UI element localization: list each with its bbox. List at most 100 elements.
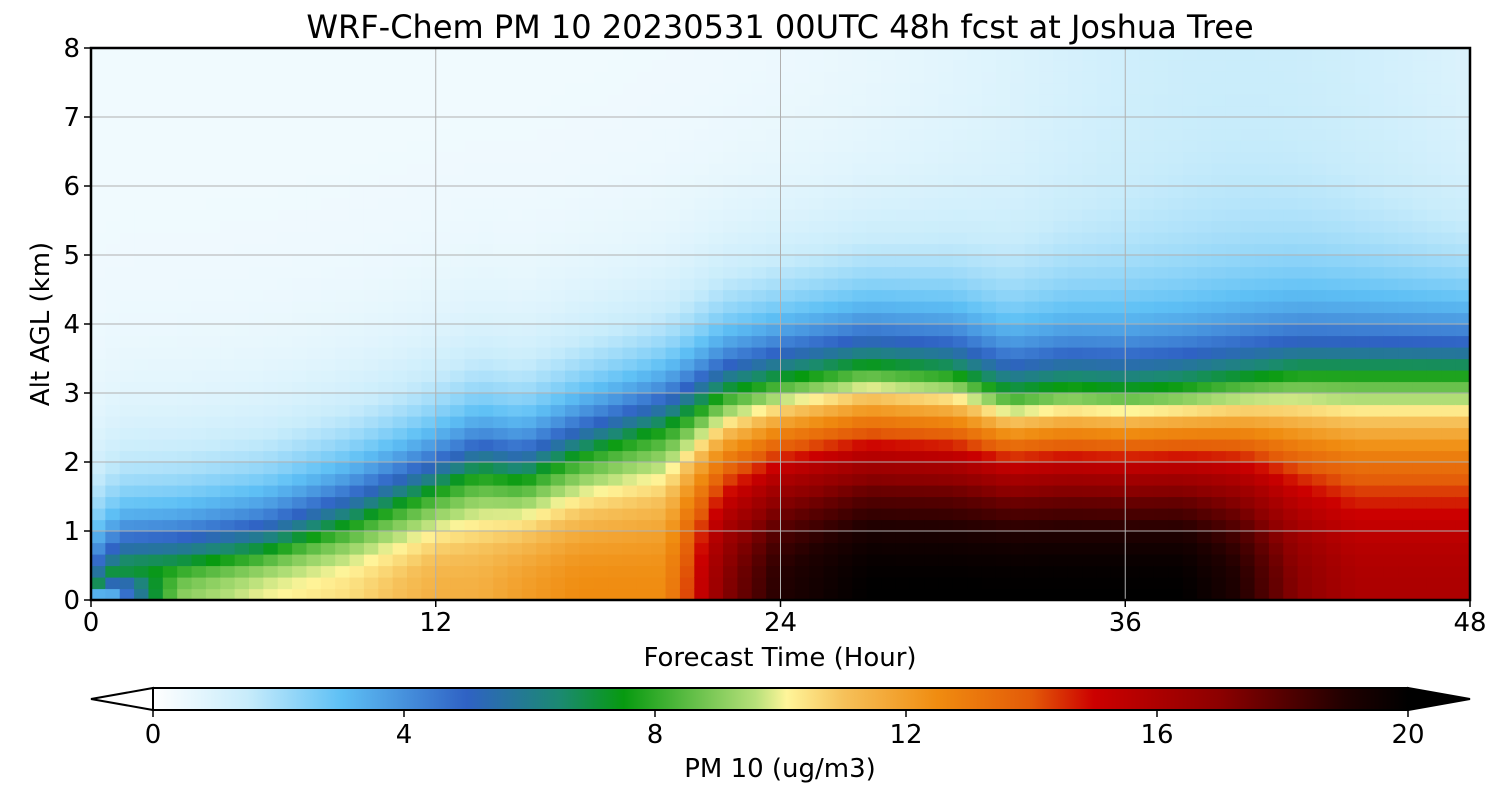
field-cell bbox=[952, 335, 968, 348]
field-cell bbox=[895, 209, 911, 222]
field-cell bbox=[766, 140, 782, 153]
field-cell bbox=[493, 163, 509, 176]
field-cell bbox=[665, 266, 681, 279]
field-cell bbox=[909, 450, 925, 463]
field-cell bbox=[1455, 289, 1470, 302]
field-cell bbox=[234, 427, 250, 440]
field-cell bbox=[1039, 450, 1055, 463]
field-cell bbox=[823, 243, 839, 256]
field-cell bbox=[1283, 163, 1299, 176]
field-cell bbox=[378, 105, 394, 118]
field-cell bbox=[837, 151, 853, 164]
field-cell bbox=[292, 140, 308, 153]
field-cell bbox=[478, 450, 494, 463]
field-cell bbox=[363, 266, 379, 279]
field-cell bbox=[162, 82, 178, 95]
field-cell bbox=[91, 485, 106, 498]
field-cell bbox=[550, 416, 566, 429]
field-cell bbox=[780, 220, 796, 233]
field-cell bbox=[134, 174, 150, 187]
field-cell bbox=[1197, 439, 1213, 452]
field-cell bbox=[1139, 496, 1155, 509]
field-cell bbox=[1311, 462, 1327, 475]
field-cell bbox=[1211, 232, 1227, 245]
field-cell bbox=[263, 163, 279, 176]
field-cell bbox=[895, 531, 911, 544]
field-cell bbox=[134, 496, 150, 509]
field-cell bbox=[1139, 117, 1155, 130]
field-cell bbox=[1240, 151, 1256, 164]
field-cell bbox=[967, 174, 983, 187]
field-cell bbox=[521, 531, 537, 544]
field-cell bbox=[162, 94, 178, 107]
field-cell bbox=[924, 416, 940, 429]
field-cell bbox=[1340, 174, 1356, 187]
field-cell bbox=[1412, 393, 1428, 406]
field-cell bbox=[924, 174, 940, 187]
field-cell bbox=[1024, 71, 1040, 84]
field-cell bbox=[766, 519, 782, 532]
field-cell bbox=[579, 508, 595, 521]
field-cell bbox=[952, 232, 968, 245]
field-cell bbox=[277, 485, 293, 498]
field-cell bbox=[177, 554, 193, 567]
field-cell bbox=[392, 301, 408, 314]
field-cell bbox=[536, 105, 552, 118]
field-cell bbox=[421, 59, 437, 72]
field-cell bbox=[1283, 140, 1299, 153]
field-cell bbox=[407, 209, 422, 222]
field-cell bbox=[1369, 450, 1385, 463]
field-cell bbox=[679, 117, 695, 130]
field-cell bbox=[565, 301, 580, 314]
field-cell bbox=[866, 140, 882, 153]
field-cell bbox=[1168, 140, 1184, 153]
field-cell bbox=[263, 393, 279, 406]
field-cell bbox=[292, 485, 308, 498]
field-cell bbox=[292, 71, 308, 84]
field-cell bbox=[162, 48, 178, 61]
field-cell bbox=[579, 542, 595, 555]
field-cell bbox=[478, 82, 494, 95]
field-cell bbox=[177, 347, 193, 360]
field-cell bbox=[665, 59, 681, 72]
field-cell bbox=[1039, 163, 1055, 176]
field-cell bbox=[1340, 59, 1356, 72]
field-cell bbox=[823, 128, 839, 141]
field-cell bbox=[737, 82, 753, 95]
field-cell bbox=[450, 381, 466, 394]
field-cell bbox=[119, 117, 135, 130]
field-cell bbox=[909, 404, 925, 417]
field-cell bbox=[234, 82, 250, 95]
field-cell bbox=[421, 462, 437, 475]
field-cell bbox=[593, 381, 609, 394]
field-cell bbox=[320, 312, 336, 325]
field-cell bbox=[995, 335, 1011, 348]
field-cell bbox=[981, 266, 997, 279]
field-cell bbox=[1412, 209, 1428, 222]
field-cell bbox=[1182, 140, 1198, 153]
field-cell bbox=[1355, 427, 1371, 440]
field-cell bbox=[651, 209, 667, 222]
field-cell bbox=[478, 71, 494, 84]
field-cell bbox=[1197, 393, 1213, 406]
field-cell bbox=[320, 577, 336, 590]
field-cell bbox=[1153, 588, 1169, 600]
field-cell bbox=[435, 427, 451, 440]
field-cell bbox=[665, 404, 681, 417]
field-cell bbox=[651, 71, 667, 84]
field-cell bbox=[794, 82, 810, 95]
field-cell bbox=[91, 174, 106, 187]
field-cell bbox=[191, 565, 207, 578]
field-cell bbox=[1211, 473, 1227, 486]
field-cell bbox=[665, 232, 681, 245]
y-tick-label: 0 bbox=[63, 586, 80, 616]
field-cell bbox=[924, 531, 940, 544]
field-cell bbox=[981, 59, 997, 72]
field-cell bbox=[191, 335, 207, 348]
field-cell bbox=[148, 48, 164, 61]
field-cell bbox=[1024, 439, 1040, 452]
field-cell bbox=[1010, 531, 1026, 544]
field-cell bbox=[967, 324, 983, 337]
field-cell bbox=[478, 358, 494, 371]
field-cell bbox=[794, 59, 810, 72]
